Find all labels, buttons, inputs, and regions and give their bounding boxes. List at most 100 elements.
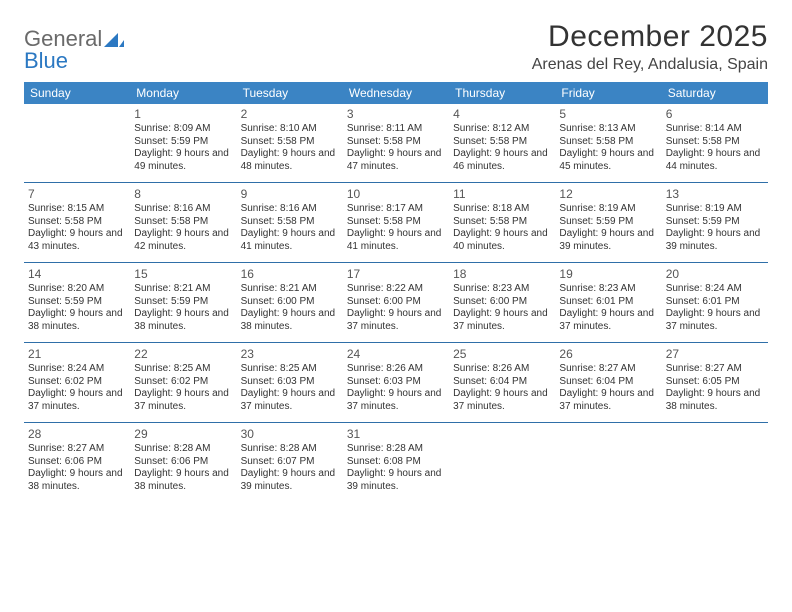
- sunrise-text: Sunrise: 8:26 AM: [453, 363, 551, 376]
- daylight-text: Daylight: 9 hours and 39 minutes.: [347, 468, 445, 493]
- daylight-text: Daylight: 9 hours and 37 minutes.: [134, 388, 232, 413]
- sunset-text: Sunset: 5:59 PM: [134, 296, 232, 309]
- day-number: 7: [28, 187, 126, 202]
- daylight-text: Daylight: 9 hours and 44 minutes.: [666, 148, 764, 173]
- sunset-text: Sunset: 6:02 PM: [28, 376, 126, 389]
- page-title: December 2025: [532, 20, 768, 54]
- daylight-text: Daylight: 9 hours and 38 minutes.: [241, 308, 339, 333]
- sunrise-text: Sunrise: 8:16 AM: [241, 203, 339, 216]
- calendar-row: 28Sunrise: 8:27 AMSunset: 6:06 PMDayligh…: [24, 424, 768, 502]
- daylight-text: Daylight: 9 hours and 37 minutes.: [559, 388, 657, 413]
- day-cell: 27Sunrise: 8:27 AMSunset: 6:05 PMDayligh…: [662, 344, 768, 422]
- day-number: 13: [666, 187, 764, 202]
- sunset-text: Sunset: 5:58 PM: [347, 216, 445, 229]
- weekday-header: Tuesday: [237, 82, 343, 104]
- sunset-text: Sunset: 6:04 PM: [559, 376, 657, 389]
- sunrise-text: Sunrise: 8:20 AM: [28, 283, 126, 296]
- daylight-text: Daylight: 9 hours and 42 minutes.: [134, 228, 232, 253]
- sunset-text: Sunset: 6:08 PM: [347, 456, 445, 469]
- sunset-text: Sunset: 5:59 PM: [559, 216, 657, 229]
- day-number: 22: [134, 347, 232, 362]
- day-number: 15: [134, 267, 232, 282]
- weekday-header: Monday: [130, 82, 236, 104]
- day-cell: 5Sunrise: 8:13 AMSunset: 5:58 PMDaylight…: [555, 104, 661, 182]
- day-cell: 13Sunrise: 8:19 AMSunset: 5:59 PMDayligh…: [662, 184, 768, 262]
- calendar-head: SundayMondayTuesdayWednesdayThursdayFrid…: [24, 82, 768, 104]
- sunset-text: Sunset: 5:59 PM: [28, 296, 126, 309]
- sunset-text: Sunset: 5:58 PM: [453, 216, 551, 229]
- daylight-text: Daylight: 9 hours and 41 minutes.: [347, 228, 445, 253]
- day-number: 1: [134, 107, 232, 122]
- day-number: 19: [559, 267, 657, 282]
- daylight-text: Daylight: 9 hours and 40 minutes.: [453, 228, 551, 253]
- sunset-text: Sunset: 6:05 PM: [666, 376, 764, 389]
- daylight-text: Daylight: 9 hours and 38 minutes.: [666, 388, 764, 413]
- day-number: 9: [241, 187, 339, 202]
- sunset-text: Sunset: 6:00 PM: [241, 296, 339, 309]
- sunrise-text: Sunrise: 8:14 AM: [666, 123, 764, 136]
- calendar-row: 1Sunrise: 8:09 AMSunset: 5:59 PMDaylight…: [24, 104, 768, 182]
- calendar-row: 14Sunrise: 8:20 AMSunset: 5:59 PMDayligh…: [24, 264, 768, 342]
- day-number: 21: [28, 347, 126, 362]
- day-number: 10: [347, 187, 445, 202]
- sunrise-text: Sunrise: 8:19 AM: [666, 203, 764, 216]
- day-cell: 8Sunrise: 8:16 AMSunset: 5:58 PMDaylight…: [130, 184, 236, 262]
- day-number: 6: [666, 107, 764, 122]
- sunrise-text: Sunrise: 8:28 AM: [241, 443, 339, 456]
- sunset-text: Sunset: 6:02 PM: [134, 376, 232, 389]
- sunrise-text: Sunrise: 8:19 AM: [559, 203, 657, 216]
- daylight-text: Daylight: 9 hours and 37 minutes.: [666, 308, 764, 333]
- sunrise-text: Sunrise: 8:23 AM: [559, 283, 657, 296]
- daylight-text: Daylight: 9 hours and 38 minutes.: [134, 468, 232, 493]
- sunrise-text: Sunrise: 8:12 AM: [453, 123, 551, 136]
- day-number: 11: [453, 187, 551, 202]
- daylight-text: Daylight: 9 hours and 37 minutes.: [453, 388, 551, 413]
- day-number: 26: [559, 347, 657, 362]
- day-cell: 7Sunrise: 8:15 AMSunset: 5:58 PMDaylight…: [24, 184, 130, 262]
- weekday-header: Wednesday: [343, 82, 449, 104]
- daylight-text: Daylight: 9 hours and 39 minutes.: [666, 228, 764, 253]
- sunrise-text: Sunrise: 8:24 AM: [666, 283, 764, 296]
- sunrise-text: Sunrise: 8:21 AM: [241, 283, 339, 296]
- sunset-text: Sunset: 6:06 PM: [28, 456, 126, 469]
- sunrise-text: Sunrise: 8:25 AM: [241, 363, 339, 376]
- daylight-text: Daylight: 9 hours and 37 minutes.: [28, 388, 126, 413]
- brand-part2-wrap: Blue: [24, 48, 68, 74]
- day-cell: 23Sunrise: 8:25 AMSunset: 6:03 PMDayligh…: [237, 344, 343, 422]
- daylight-text: Daylight: 9 hours and 48 minutes.: [241, 148, 339, 173]
- sunset-text: Sunset: 6:00 PM: [347, 296, 445, 309]
- sunrise-text: Sunrise: 8:23 AM: [453, 283, 551, 296]
- day-cell: 3Sunrise: 8:11 AMSunset: 5:58 PMDaylight…: [343, 104, 449, 182]
- day-number: 24: [347, 347, 445, 362]
- day-cell: 18Sunrise: 8:23 AMSunset: 6:00 PMDayligh…: [449, 264, 555, 342]
- day-number: 12: [559, 187, 657, 202]
- sunset-text: Sunset: 5:58 PM: [28, 216, 126, 229]
- sunrise-text: Sunrise: 8:28 AM: [347, 443, 445, 456]
- sunset-text: Sunset: 6:06 PM: [134, 456, 232, 469]
- sunset-text: Sunset: 6:01 PM: [666, 296, 764, 309]
- day-cell: 30Sunrise: 8:28 AMSunset: 6:07 PMDayligh…: [237, 424, 343, 502]
- day-cell: 9Sunrise: 8:16 AMSunset: 5:58 PMDaylight…: [237, 184, 343, 262]
- daylight-text: Daylight: 9 hours and 37 minutes.: [559, 308, 657, 333]
- day-cell: 19Sunrise: 8:23 AMSunset: 6:01 PMDayligh…: [555, 264, 661, 342]
- empty-cell: [555, 424, 661, 502]
- day-number: 27: [666, 347, 764, 362]
- sunset-text: Sunset: 5:58 PM: [347, 136, 445, 149]
- sunrise-text: Sunrise: 8:25 AM: [134, 363, 232, 376]
- day-number: 29: [134, 427, 232, 442]
- location-text: Arenas del Rey, Andalusia, Spain: [532, 56, 768, 74]
- day-number: 18: [453, 267, 551, 282]
- sunrise-text: Sunrise: 8:09 AM: [134, 123, 232, 136]
- sunset-text: Sunset: 5:58 PM: [559, 136, 657, 149]
- day-cell: 6Sunrise: 8:14 AMSunset: 5:58 PMDaylight…: [662, 104, 768, 182]
- sunrise-text: Sunrise: 8:22 AM: [347, 283, 445, 296]
- sunrise-text: Sunrise: 8:27 AM: [666, 363, 764, 376]
- daylight-text: Daylight: 9 hours and 47 minutes.: [347, 148, 445, 173]
- weekday-header: Sunday: [24, 82, 130, 104]
- day-cell: 16Sunrise: 8:21 AMSunset: 6:00 PMDayligh…: [237, 264, 343, 342]
- daylight-text: Daylight: 9 hours and 38 minutes.: [134, 308, 232, 333]
- day-cell: 10Sunrise: 8:17 AMSunset: 5:58 PMDayligh…: [343, 184, 449, 262]
- day-cell: 17Sunrise: 8:22 AMSunset: 6:00 PMDayligh…: [343, 264, 449, 342]
- day-number: 14: [28, 267, 126, 282]
- sail-icon: [104, 31, 124, 47]
